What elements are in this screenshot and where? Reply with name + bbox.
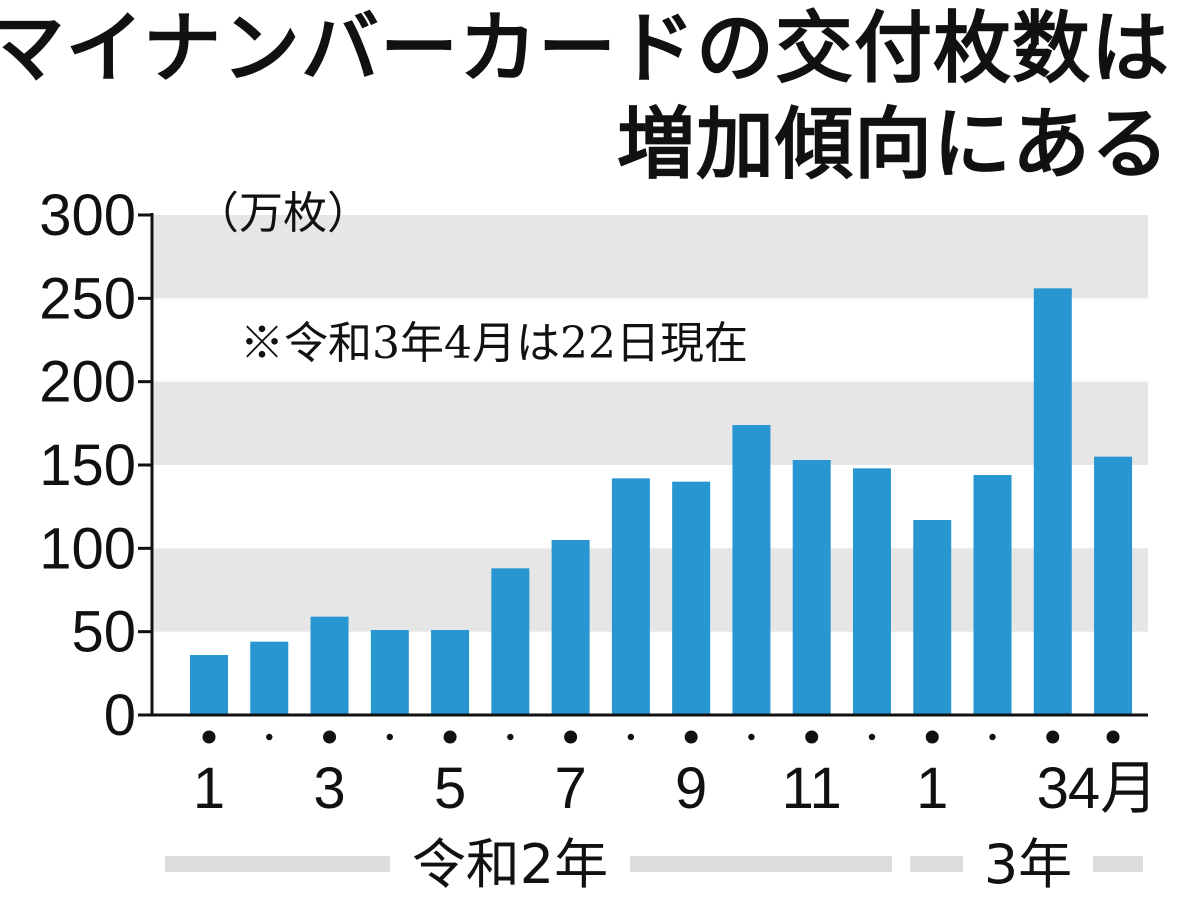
- year-label-bg: [390, 832, 630, 898]
- y-tick-label: 150: [39, 433, 136, 498]
- x-tick-dot: [323, 730, 337, 744]
- x-tick-dot: [564, 730, 578, 744]
- x-tick-dot: [1106, 730, 1120, 744]
- bar: [370, 630, 409, 715]
- x-tick-dot: [507, 733, 514, 741]
- bar: [491, 568, 530, 715]
- x-tick-dot: [266, 733, 273, 741]
- bar: [250, 641, 289, 715]
- y-tick-labels: 0 50 100 150 200 250 300: [39, 183, 136, 748]
- x-tick-dot: [805, 730, 819, 744]
- y-unit-label: （万枚）: [195, 188, 371, 239]
- grid-band: [152, 381, 1148, 465]
- chart-title-line2: 増加傾向にある: [616, 100, 1170, 190]
- x-tick-dot: [202, 730, 216, 744]
- x-tick-dot: [868, 733, 876, 741]
- y-tick-label: 0: [104, 683, 136, 748]
- y-tick-label: 200: [39, 350, 136, 415]
- axes: [138, 213, 1148, 717]
- bar: [973, 475, 1012, 715]
- x-tick-label: 11: [782, 756, 842, 821]
- bar: [732, 425, 771, 715]
- bar: [792, 460, 831, 715]
- bar: [310, 616, 349, 715]
- year-groups: 令和2年 3年: [165, 832, 1143, 898]
- x-tick-label: 1: [916, 756, 948, 821]
- y-tick-label: 250: [39, 266, 136, 331]
- x-tick-dot: [989, 733, 996, 741]
- bar: [672, 481, 711, 715]
- year-group-label: 3年: [984, 833, 1072, 896]
- bar: [1033, 288, 1072, 715]
- chart-note: ※令和3年4月は22日現在: [240, 318, 748, 369]
- year-label-bg: [963, 832, 1093, 898]
- x-tick-label: 3: [313, 756, 345, 821]
- bar: [551, 540, 590, 715]
- x-tick-labels: 1 3 5 7 9 11 1 3 4月: [193, 730, 1158, 821]
- x-tick-label: 1: [193, 756, 225, 821]
- x-tick-dot: [627, 733, 635, 741]
- year-group-label: 令和2年: [412, 833, 608, 896]
- x-tick-dot: [443, 730, 457, 744]
- x-tick-dot: [925, 730, 939, 744]
- bar: [913, 520, 952, 715]
- x-tick-dot: [748, 733, 755, 741]
- bars: [190, 288, 1133, 715]
- x-tick-dot: [386, 733, 394, 741]
- bar: [611, 478, 650, 715]
- bar: [852, 468, 891, 715]
- y-tick-label: 300: [39, 183, 136, 248]
- grid-band: [152, 215, 1148, 299]
- x-tick-dot: [1046, 730, 1060, 744]
- x-tick-label: 5: [434, 756, 466, 821]
- x-tick-label: 3: [1037, 756, 1069, 821]
- bar: [190, 655, 228, 715]
- y-tick-label: 100: [39, 516, 136, 581]
- x-tick-label: 4月: [1068, 756, 1158, 821]
- bar: [431, 630, 470, 715]
- chart-title-line1: マイナンバーカードの交付枚数は: [0, 4, 1170, 94]
- x-tick-label: 7: [554, 756, 586, 821]
- y-tick-label: 50: [71, 600, 136, 665]
- x-tick-dot: [684, 730, 698, 744]
- x-tick-label: 9: [675, 756, 707, 821]
- bar: [1094, 456, 1133, 715]
